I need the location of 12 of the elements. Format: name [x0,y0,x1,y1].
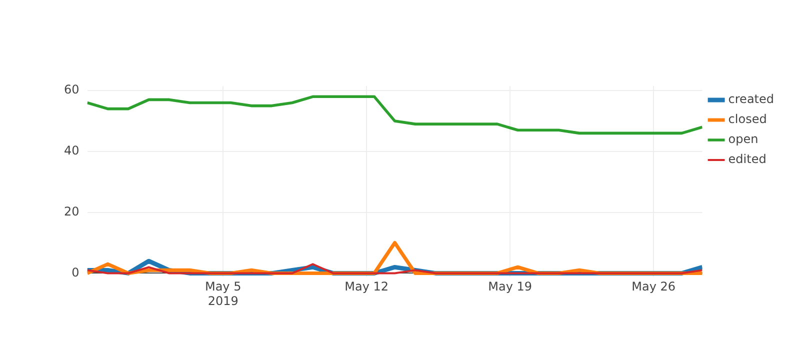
x-tick-label: May 12 [344,280,389,294]
y-tick-label: 20 [64,204,80,218]
legend-label: open [728,132,758,146]
x-tick-label: May 26 [632,280,676,294]
y-tick-label: 60 [64,82,80,97]
legend-label: closed [728,112,767,126]
legend-label: created [728,92,774,106]
x-tick-label: May 19 [488,280,532,294]
y-tick-label: 40 [64,144,80,158]
y-tick-label: 0 [72,265,80,280]
x-tick-label: May 5 2019 [204,280,242,308]
legend-label: edited [728,152,766,166]
